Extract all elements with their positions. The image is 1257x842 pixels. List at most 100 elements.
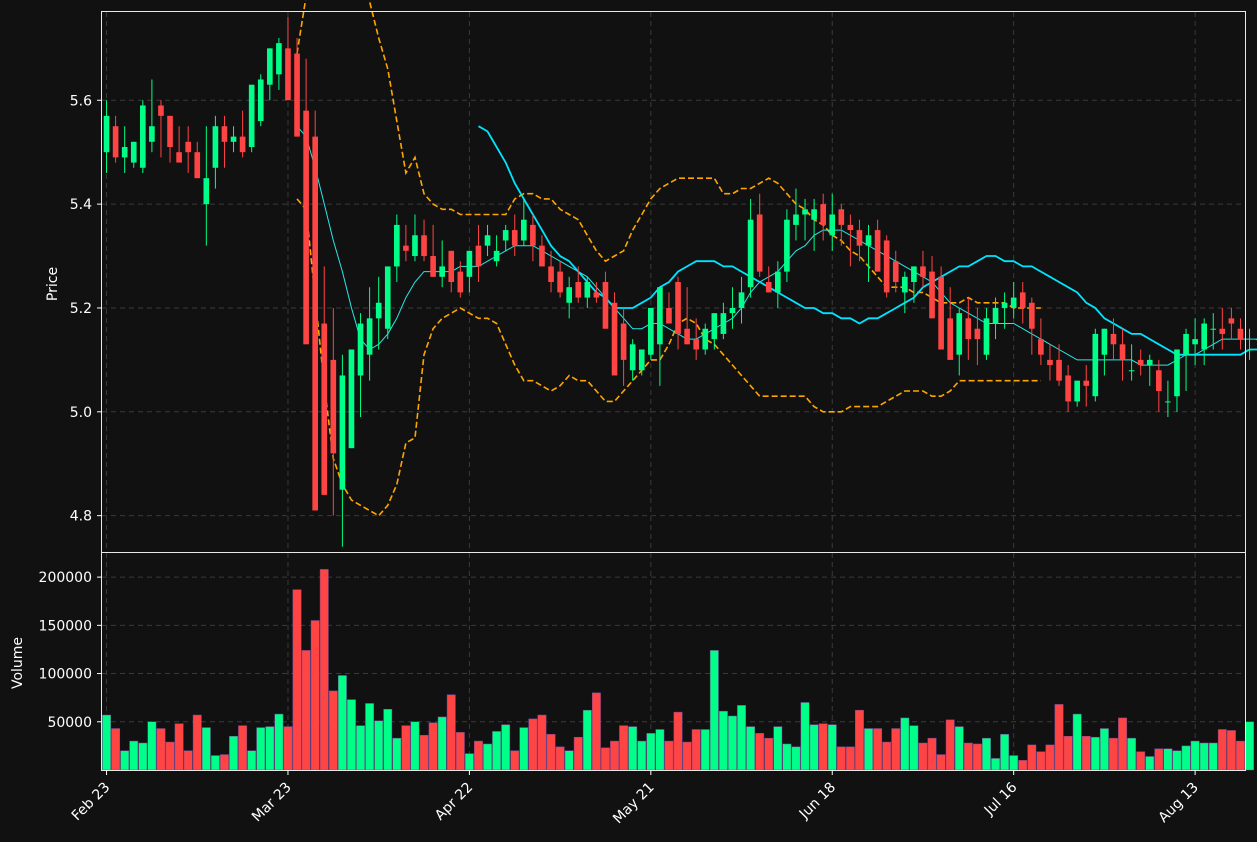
- candle-body: [811, 209, 817, 220]
- date-tick-label: Aug 13: [1156, 780, 1202, 826]
- candle-body: [312, 136, 318, 511]
- candle-body: [793, 214, 799, 225]
- candle-body: [1056, 359, 1062, 381]
- candle-body: [856, 230, 863, 246]
- volume-bar: [918, 742, 928, 771]
- candle: [557, 261, 563, 298]
- candle: [158, 100, 164, 158]
- volume-bar: [1045, 744, 1055, 771]
- candle-body: [1083, 380, 1090, 386]
- candle-body: [357, 323, 364, 376]
- volume-bar: [1090, 736, 1100, 771]
- candle: [992, 297, 999, 340]
- candle-body: [702, 328, 709, 350]
- candle: [203, 126, 210, 246]
- candle-body: [874, 230, 881, 272]
- candle: [1255, 339, 1257, 341]
- volume-bar: [691, 729, 701, 771]
- volume-bar: [356, 725, 365, 771]
- candle-body: [684, 328, 690, 345]
- candle: [838, 204, 845, 246]
- candle: [620, 307, 627, 386]
- volume-bar: [256, 727, 266, 771]
- candle-body: [1210, 328, 1217, 330]
- candle: [403, 224, 409, 262]
- candle: [1128, 344, 1135, 381]
- candle: [285, 17, 291, 101]
- volume-bar: [347, 699, 356, 771]
- volume-bar: [446, 694, 456, 771]
- candle-body: [375, 302, 382, 319]
- date-tick-label: May 21: [610, 780, 658, 828]
- candle: [502, 224, 509, 251]
- candle: [856, 219, 863, 262]
- candle: [530, 214, 536, 262]
- candle: [784, 209, 790, 282]
- candle: [938, 266, 944, 350]
- candle: [892, 250, 899, 293]
- candle-body: [657, 287, 663, 345]
- volume-bar: [882, 741, 892, 771]
- candle-body: [221, 126, 228, 142]
- volume-bar: [982, 737, 991, 771]
- candle-body: [557, 271, 563, 293]
- volume-bar: [1127, 737, 1137, 771]
- candle-body: [675, 282, 681, 334]
- volume-bar: [936, 754, 946, 771]
- candle-body: [112, 126, 119, 158]
- candle-body: [992, 307, 999, 324]
- volume-bar: [464, 753, 474, 771]
- candle: [348, 349, 355, 449]
- candle-body: [629, 344, 636, 371]
- candle-body: [403, 245, 409, 251]
- candle: [457, 261, 464, 298]
- volume-bar: [274, 713, 284, 771]
- candle-body: [983, 318, 990, 355]
- candle-body: [711, 313, 718, 340]
- candle-body: [593, 292, 600, 298]
- candle: [276, 37, 282, 90]
- volume-axis-label: Volume: [10, 637, 26, 689]
- candle-body: [412, 235, 418, 257]
- volume-bar: [791, 746, 801, 771]
- volume-bar: [419, 735, 429, 771]
- candle-body: [276, 43, 282, 75]
- candle: [947, 287, 953, 360]
- candle-body: [1001, 302, 1008, 308]
- candle-body: [539, 245, 545, 267]
- volume-bar: [909, 725, 919, 771]
- candle-body: [285, 48, 291, 101]
- candle: [765, 266, 772, 293]
- volume-bar: [1109, 737, 1118, 771]
- candle: [448, 250, 455, 293]
- candle: [883, 235, 890, 298]
- candle-body: [457, 271, 464, 293]
- volume-tick-label: 150000: [39, 618, 92, 634]
- volume-bar: [501, 724, 511, 771]
- candle: [1010, 282, 1017, 319]
- candle: [1146, 354, 1153, 386]
- candle-body: [394, 224, 400, 267]
- price-panel-frame: [101, 11, 1246, 553]
- candle: [911, 266, 917, 303]
- candle: [1019, 282, 1026, 324]
- volume-bar: [519, 727, 529, 771]
- candle: [666, 292, 672, 324]
- price-tick-label: 5.4: [70, 197, 92, 213]
- candle-body: [1128, 370, 1135, 372]
- candle: [1228, 307, 1235, 340]
- candle-body: [1156, 370, 1162, 392]
- candle-body: [1192, 339, 1198, 345]
- volume-bar: [746, 726, 756, 771]
- volume-bar: [129, 740, 139, 771]
- candle-body: [321, 323, 328, 495]
- volume-bar: [383, 708, 393, 771]
- volume-bar: [1217, 729, 1227, 771]
- candle-body: [1038, 339, 1044, 355]
- candle-body: [1119, 344, 1126, 360]
- date-tick-label: Apr 22: [432, 780, 476, 824]
- volume-bar: [165, 741, 175, 771]
- candle: [702, 323, 709, 355]
- volume-bar: [1036, 751, 1046, 771]
- candle: [1237, 318, 1244, 350]
